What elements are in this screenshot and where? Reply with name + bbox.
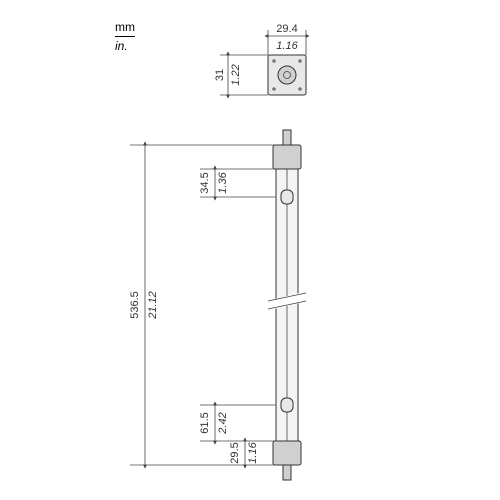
dim-total-in: 21.12 <box>147 291 159 320</box>
dim-height-in: 1.22 <box>230 64 242 85</box>
side-view: 34.5 1.36 536.5 21.12 61.5 2.42 29.5 1.1… <box>129 130 306 480</box>
mount-slot-top <box>281 190 293 204</box>
dim-bot-offset-mm: 61.5 <box>199 412 211 433</box>
dim-bot-sub-mm: 29.5 <box>229 442 241 463</box>
dim-bot-offset-in: 2.42 <box>217 412 229 434</box>
dim-top-offset-in: 1.36 <box>217 171 229 193</box>
dim-height-mm: 31 <box>214 69 226 81</box>
dim-top-offset-mm: 34.5 <box>199 172 211 193</box>
mount-slot-bottom <box>281 398 293 412</box>
technical-drawing: 29.4 1.16 31 1.22 <box>0 0 500 500</box>
end-view: 29.4 1.16 31 1.22 <box>214 23 306 95</box>
dim-bot-sub-in: 1.16 <box>247 441 259 463</box>
dim-width-in: 1.16 <box>276 40 298 52</box>
dim-width-mm: 29.4 <box>276 23 297 35</box>
dim-total-mm: 536.5 <box>129 291 141 319</box>
